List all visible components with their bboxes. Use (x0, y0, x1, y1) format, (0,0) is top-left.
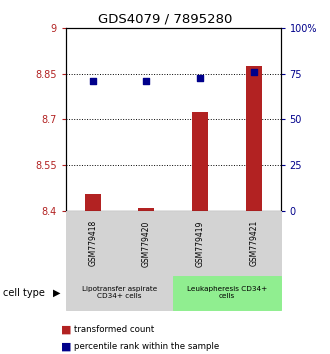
Text: GSM779418: GSM779418 (88, 220, 97, 267)
Text: GSM779419: GSM779419 (196, 220, 205, 267)
Text: percentile rank within the sample: percentile rank within the sample (74, 342, 219, 351)
Text: Lipotransfer aspirate
CD34+ cells: Lipotransfer aspirate CD34+ cells (82, 286, 157, 299)
Point (197, 75, 203, 80)
Text: GSM779420: GSM779420 (142, 220, 151, 267)
Bar (85, 194, 101, 211)
Point (90, 78, 95, 84)
Text: Leukapheresis CD34+
cells: Leukapheresis CD34+ cells (187, 286, 267, 299)
Bar (246, 66, 262, 211)
Text: GSM779421: GSM779421 (249, 220, 258, 267)
Text: ▶: ▶ (53, 288, 60, 298)
Text: GDS4079 / 7895280: GDS4079 / 7895280 (98, 12, 232, 25)
Text: ■: ■ (61, 341, 71, 351)
Point (144, 78, 149, 84)
Point (251, 69, 256, 75)
Bar (138, 208, 154, 211)
Bar (192, 112, 208, 211)
Text: cell type: cell type (3, 288, 45, 298)
Text: ■: ■ (61, 324, 71, 334)
Text: transformed count: transformed count (74, 325, 154, 334)
